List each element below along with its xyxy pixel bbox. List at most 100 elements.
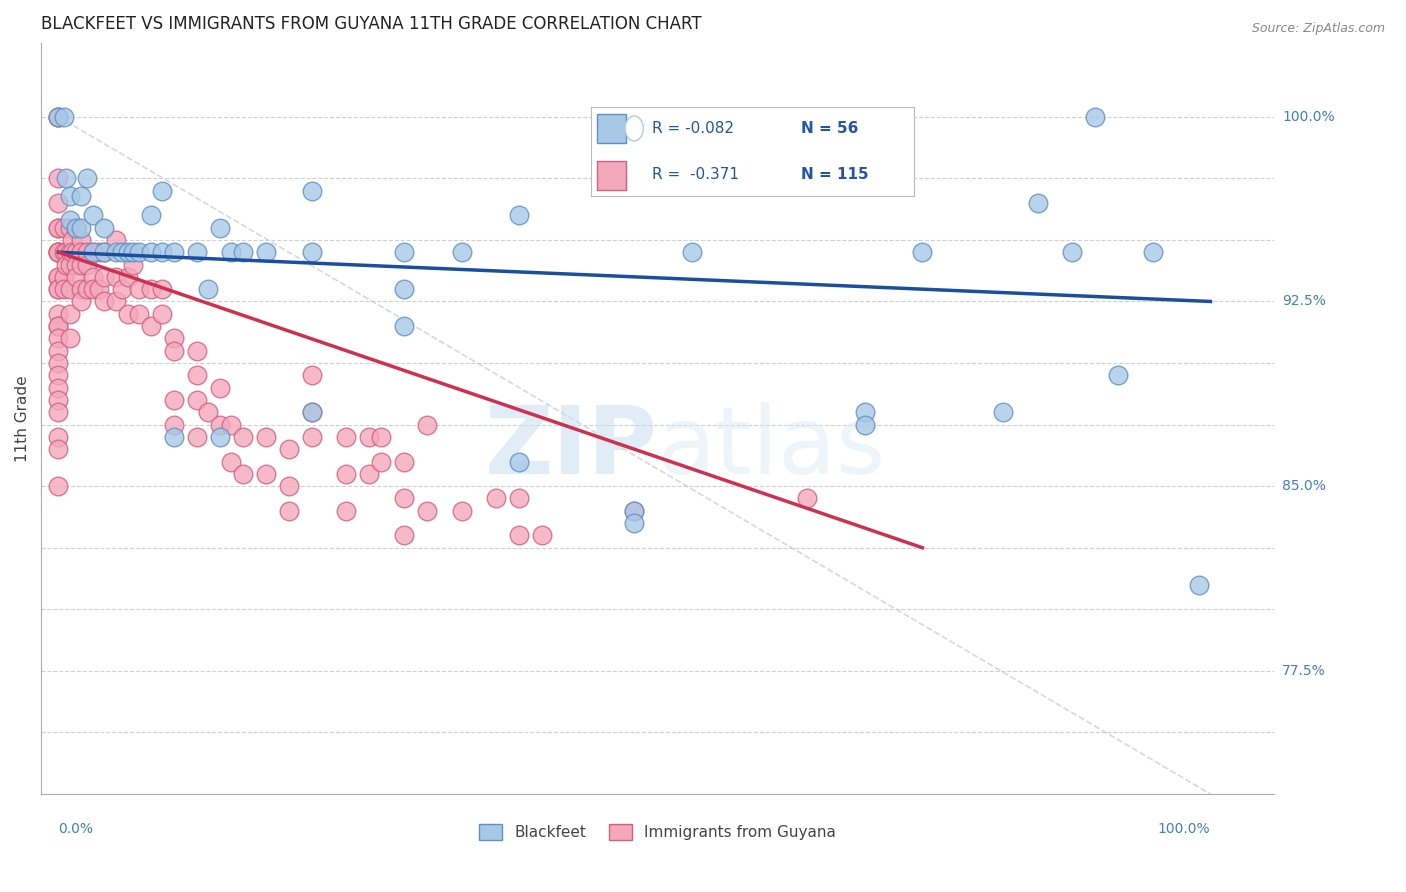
Point	[93, 245, 115, 260]
Point	[104, 233, 127, 247]
Point	[1026, 196, 1049, 211]
Point	[70, 188, 93, 202]
Point	[48, 220, 70, 235]
Point	[53, 269, 76, 284]
Point	[186, 245, 208, 260]
Point	[87, 282, 110, 296]
Point	[370, 430, 392, 444]
Legend: Blackfeet, Immigrants from Guyana: Blackfeet, Immigrants from Guyana	[472, 818, 842, 847]
Point	[111, 282, 134, 296]
Point	[59, 213, 82, 227]
Point	[48, 269, 70, 284]
Point	[48, 442, 70, 457]
Point	[232, 430, 254, 444]
Point	[48, 245, 70, 260]
Point	[911, 245, 934, 260]
Point	[508, 491, 530, 506]
Point	[48, 307, 70, 321]
Point	[186, 430, 208, 444]
Point	[55, 245, 77, 260]
Point	[82, 208, 104, 222]
Text: 92.5%: 92.5%	[1282, 294, 1326, 309]
Point	[48, 110, 70, 124]
Point	[60, 245, 83, 260]
Point	[48, 245, 70, 260]
Point	[162, 343, 184, 358]
Point	[531, 528, 554, 542]
Point	[59, 245, 82, 260]
Point	[82, 245, 104, 260]
Point	[82, 269, 104, 284]
Point	[128, 245, 150, 260]
Point	[186, 368, 208, 383]
Point	[117, 245, 139, 260]
Point	[48, 368, 70, 383]
Point	[301, 405, 323, 419]
Point	[623, 504, 645, 518]
Point	[392, 454, 415, 468]
Point	[70, 220, 93, 235]
Point	[208, 381, 231, 395]
Point	[508, 528, 530, 542]
Point	[277, 504, 299, 518]
Point	[277, 442, 299, 457]
Point	[853, 405, 876, 419]
Point	[623, 516, 645, 530]
Point	[392, 491, 415, 506]
Point	[681, 245, 703, 260]
Point	[65, 220, 87, 235]
Point	[301, 430, 323, 444]
Text: N = 115: N = 115	[801, 168, 869, 182]
Point	[208, 417, 231, 432]
Point	[59, 258, 82, 272]
Text: 100.0%: 100.0%	[1157, 822, 1211, 836]
Point	[59, 220, 82, 235]
Point	[48, 269, 70, 284]
Text: 0.0%: 0.0%	[59, 822, 93, 836]
Point	[139, 319, 162, 334]
Point	[128, 307, 150, 321]
Text: N = 56: N = 56	[801, 121, 858, 136]
Point	[48, 282, 70, 296]
Point	[392, 528, 415, 542]
Point	[197, 282, 219, 296]
Text: 100.0%: 100.0%	[1282, 110, 1334, 124]
Point	[508, 208, 530, 222]
Point	[60, 233, 83, 247]
Point	[359, 467, 381, 481]
Point	[48, 319, 70, 334]
Point	[208, 430, 231, 444]
FancyBboxPatch shape	[598, 114, 626, 143]
Point	[796, 491, 818, 506]
Point	[117, 269, 139, 284]
Point	[232, 467, 254, 481]
Point	[335, 467, 357, 481]
Point	[70, 258, 93, 272]
Point	[117, 307, 139, 321]
Point	[59, 331, 82, 345]
Point	[48, 171, 70, 186]
Point	[1142, 245, 1164, 260]
Point	[219, 245, 242, 260]
Point	[208, 220, 231, 235]
Point	[104, 269, 127, 284]
Point	[150, 307, 173, 321]
Point	[48, 245, 70, 260]
Point	[254, 245, 277, 260]
Text: Source: ZipAtlas.com: Source: ZipAtlas.com	[1251, 22, 1385, 36]
Point	[76, 282, 98, 296]
Point	[111, 245, 134, 260]
Point	[48, 110, 70, 124]
Point	[485, 491, 508, 506]
FancyBboxPatch shape	[598, 161, 626, 189]
Point	[219, 454, 242, 468]
Text: 77.5%: 77.5%	[1282, 664, 1326, 678]
Point	[162, 430, 184, 444]
Text: R = -0.082: R = -0.082	[652, 121, 734, 136]
Point	[76, 171, 98, 186]
Point	[65, 220, 87, 235]
Point	[162, 392, 184, 407]
Point	[254, 467, 277, 481]
Point	[335, 430, 357, 444]
Point	[53, 220, 76, 235]
